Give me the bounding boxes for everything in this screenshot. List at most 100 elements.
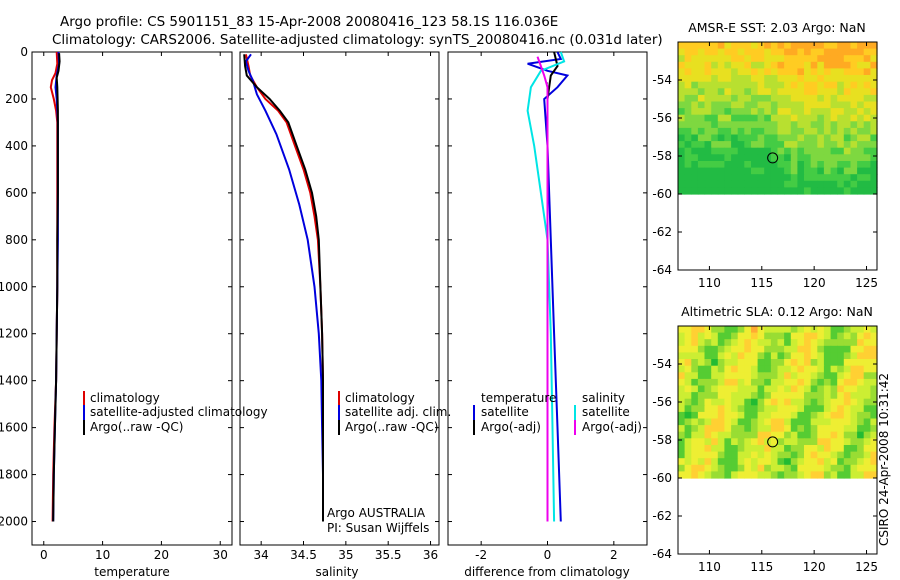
heatmap-cell	[790, 61, 798, 69]
heatmap-cell	[757, 438, 765, 446]
heatmap-cell	[684, 326, 692, 334]
heatmap-cell	[810, 88, 818, 96]
heatmap-cell	[724, 180, 732, 188]
heatmap-cell	[737, 378, 745, 387]
heatmap-cell	[724, 359, 732, 367]
heatmap-cell	[684, 127, 692, 136]
heatmap-cell	[817, 94, 825, 103]
heatmap-cell	[790, 134, 798, 142]
heatmap-cell	[684, 141, 692, 149]
heatmap-cell	[823, 121, 832, 129]
heatmap-cell	[863, 174, 871, 182]
heatmap-cell	[810, 180, 818, 188]
title-line-2: Climatology: CARS2006. Satellite-adjuste…	[52, 32, 663, 48]
heatmap-cell	[757, 42, 765, 50]
heatmap-cell	[770, 75, 779, 83]
heatmap-cell	[744, 94, 752, 103]
heatmap-cell	[830, 411, 838, 420]
heatmap-cell	[724, 326, 732, 334]
heatmap-cell	[830, 451, 838, 459]
heatmap-cell	[711, 471, 719, 479]
heatmap-cell	[830, 187, 838, 195]
heatmap-cell	[770, 405, 779, 413]
heatmap-cell	[731, 42, 739, 50]
heatmap-cell	[870, 174, 878, 182]
heatmap-cell	[823, 180, 832, 188]
heatmap-cell	[810, 405, 818, 413]
x-tick-label: 36	[423, 548, 438, 562]
heatmap-cell	[691, 114, 699, 122]
heatmap-cell	[830, 68, 838, 76]
heatmap-cell	[823, 339, 832, 347]
heatmap-cell	[790, 141, 798, 149]
heatmap-cell	[784, 108, 792, 116]
heatmap-cell	[857, 180, 865, 188]
heatmap-cell	[691, 425, 699, 433]
heatmap-cell	[737, 418, 745, 426]
heatmap-cell	[770, 101, 779, 109]
heatmap-cell	[804, 75, 812, 83]
heatmap-cell	[804, 94, 812, 103]
y-tick-label: 200	[5, 92, 28, 106]
heatmap-cell	[837, 187, 845, 195]
heatmap-cell	[724, 121, 732, 129]
heatmap-cell	[830, 378, 838, 387]
heatmap-cell	[837, 445, 845, 453]
heatmap-cell	[757, 75, 765, 83]
heatmap-cell	[704, 385, 712, 393]
heatmap-cell	[830, 75, 838, 83]
heatmap-cell	[843, 458, 851, 466]
heatmap-cell	[784, 167, 792, 175]
sst-map-title: AMSR-E SST: 2.03 Argo: NaN	[688, 20, 866, 35]
heatmap-cell	[764, 359, 772, 367]
heatmap-cell	[678, 187, 686, 195]
heatmap-cell	[830, 108, 838, 116]
heatmap-cell	[678, 345, 686, 353]
heatmap-cell	[830, 471, 838, 479]
legend-title-salinity: salinity	[582, 391, 625, 405]
heatmap-cell	[870, 438, 878, 446]
heatmap-cell	[810, 425, 818, 433]
heatmap-cell	[704, 372, 712, 380]
heatmap-cell	[684, 425, 692, 433]
heatmap-cell	[724, 101, 732, 109]
heatmap-cell	[704, 94, 712, 103]
heatmap-cell	[870, 48, 878, 56]
heatmap-cell	[850, 161, 858, 169]
heatmap-cell	[764, 418, 772, 426]
heatmap-cell	[870, 147, 878, 155]
heatmap-cell	[757, 88, 765, 96]
heatmap-cell	[850, 167, 858, 175]
heatmap-cell	[684, 411, 692, 420]
heatmap-cell	[757, 392, 765, 400]
heatmap-cell	[857, 438, 865, 446]
heatmap-cell	[850, 398, 858, 406]
heatmap-cell	[757, 352, 765, 360]
heatmap-cell	[764, 431, 772, 439]
heatmap-cell	[804, 345, 812, 353]
heatmap-cell	[757, 121, 765, 129]
heatmap-cell	[870, 431, 878, 439]
heatmap-cell	[837, 398, 845, 406]
legend-label: Argo(..raw -QC)	[90, 420, 183, 434]
heatmap-cell	[870, 154, 878, 162]
heatmap-cell	[817, 365, 825, 373]
heatmap-cell	[717, 385, 725, 393]
heatmap-cell	[870, 68, 878, 76]
heatmap-cell	[697, 372, 706, 380]
legend-label: satellite-adjusted climatology	[90, 405, 268, 419]
heatmap-cell	[837, 161, 845, 169]
heatmap-cell	[744, 48, 752, 56]
heatmap-cell	[711, 464, 719, 472]
heatmap-cell	[777, 180, 785, 188]
heatmap-cell	[837, 378, 845, 387]
heatmap-cell	[870, 411, 878, 420]
heatmap-cell	[797, 431, 805, 439]
heatmap-cell	[704, 378, 712, 387]
heatmap-cell	[863, 147, 871, 155]
heatmap-cell	[790, 161, 798, 169]
heatmap-cell	[751, 378, 759, 387]
heatmap-cell	[684, 75, 692, 83]
heatmap-cell	[797, 359, 805, 367]
heatmap-cell	[751, 385, 759, 393]
